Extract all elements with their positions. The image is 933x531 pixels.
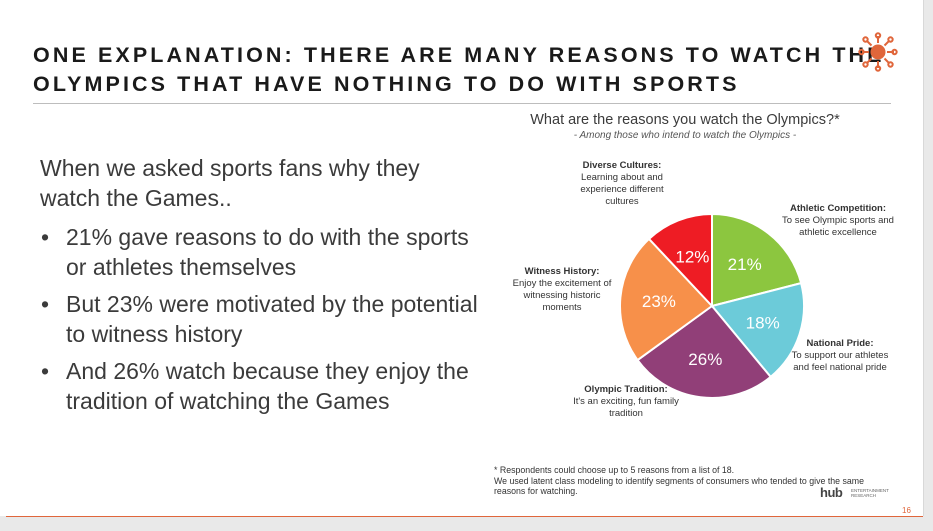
footnote-line-1: * Respondents could choose up to 5 reaso… [494, 465, 735, 475]
sun-icon [858, 32, 898, 72]
bullet-text: And 26% watch because they enjoy the tra… [66, 358, 469, 414]
chart-title: What are the reasons you watch the Olymp… [530, 112, 840, 128]
hub-logo: hub [820, 485, 843, 500]
slice-value-label: 21% [728, 255, 762, 274]
bullet-dot: • [41, 224, 50, 250]
slice-value-label: 12% [675, 247, 709, 266]
slice-value-label: 23% [642, 292, 676, 311]
slice-value-label: 18% [746, 314, 780, 333]
annotation-description: Enjoy the excitement of witnessing histo… [512, 278, 612, 313]
pie-chart: 21% 18% 26% 23% 12% [619, 212, 805, 400]
annotation-description: It's an exciting, fun family tradition [573, 396, 679, 419]
slice-olympic-tradition [636, 304, 773, 400]
bullet-dot: • [41, 358, 50, 384]
annotation-title: National Pride: [806, 338, 874, 349]
bullet-item: • But 23% were motivated by the potentia… [40, 289, 480, 349]
title-line-1: ONE EXPLANATION: THERE ARE MANY REASONS … [33, 43, 885, 67]
annotation-description: To see Olympic sports and athletic excel… [782, 215, 894, 238]
chart-subtitle: - Among those who intend to watch the Ol… [573, 130, 797, 141]
annotation-description: Learning about and experience different … [580, 172, 664, 207]
annotation-national-pride: National Pride: To support our athletes … [790, 338, 890, 374]
annotation-witness-history: Witness History: Enjoy the excitement of… [506, 266, 618, 314]
bullet-text: But 23% were motivated by the potential … [66, 291, 478, 347]
page-number: 16 [902, 506, 911, 515]
intro-text: When we asked sports fans why they watch… [40, 155, 420, 211]
footnote-line-2: We used latent class modeling to identif… [494, 475, 864, 497]
annotation-title: Athletic Competition: [789, 203, 887, 214]
bullet-item: • And 26% watch because they enjoy the t… [40, 356, 480, 416]
bullet-item: • 21% gave reasons to do with the sports… [40, 222, 480, 282]
slice-witness-history [619, 237, 714, 362]
slide-title: ONE EXPLANATION: THERE ARE MANY REASONS … [33, 41, 885, 99]
slice-athletic-competition [711, 212, 803, 308]
annotation-title: Olympic Tradition: [584, 384, 668, 395]
title-line-2: OLYMPICS THAT HAVE NOTHING TO DO WITH SP… [33, 72, 740, 96]
annotation-diverse-cultures: Diverse Cultures: Learning about and exp… [572, 160, 672, 208]
annotation-athletic-competition: Athletic Competition: To see Olympic spo… [778, 203, 898, 239]
slice-national-pride [710, 281, 805, 379]
title-divider [33, 103, 891, 104]
bullet-text: 21% gave reasons to do with the sports o… [66, 224, 469, 280]
annotation-olympic-tradition: Olympic Tradition: It's an exciting, fun… [570, 384, 682, 420]
annotation-title: Witness History: [524, 266, 600, 277]
hub-logo-subtitle: ENTERTAINMENT RESEARCH [851, 488, 889, 498]
bullet-dot: • [41, 291, 50, 317]
slice-diverse-cultures [647, 212, 713, 309]
annotation-title: Diverse Cultures: [582, 160, 662, 171]
footnote: * Respondents could choose up to 5 reaso… [494, 465, 874, 497]
slide: ONE EXPLANATION: THERE ARE MANY REASONS … [0, 0, 924, 516]
annotation-description: To support our athletes and feel nationa… [791, 350, 889, 373]
bullet-list: • 21% gave reasons to do with the sports… [40, 222, 480, 423]
slice-value-label: 26% [688, 350, 722, 369]
footer-divider [6, 516, 923, 517]
